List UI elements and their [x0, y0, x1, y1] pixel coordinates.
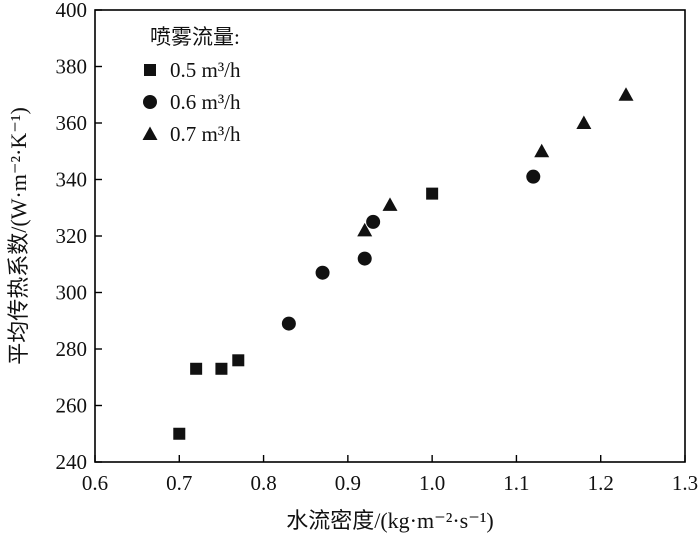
x-tick-label: 1.1 [503, 471, 529, 495]
x-tick-label: 1.0 [419, 471, 445, 495]
x-axis-title: 水流密度/(kg·m⁻²·s⁻¹) [286, 508, 494, 533]
x-tick-label: 0.6 [82, 471, 108, 495]
tick-labels: 0.6 0.7 0.8 0.9 1.0 1.1 1.2 1.3 240 260 280 300 320 3… [56, 0, 699, 495]
y-tick-label: 360 [56, 111, 88, 135]
legend-title: 喷雾流量: [150, 25, 240, 49]
legend-label: 0.6 m³/h [170, 90, 241, 114]
data-point-square [232, 354, 245, 367]
data-point-square [215, 362, 228, 375]
legend-marker-circle [143, 95, 157, 109]
data-point-circle [366, 214, 381, 229]
data-point-square [190, 362, 203, 375]
data-point-triangle [618, 87, 634, 101]
data-point-circle [526, 169, 541, 184]
data-point-circle [281, 316, 296, 331]
legend: 喷雾流量: 0.5 m³/h 0.6 m³/h 0.7 m³/h [142, 25, 241, 146]
x-tick-label: 0.8 [250, 471, 276, 495]
legend-marker-square [144, 64, 156, 76]
y-tick-label: 260 [56, 394, 88, 418]
y-tick-label: 280 [56, 337, 88, 361]
x-tick-label: 0.7 [166, 471, 192, 495]
data-point-circle [357, 251, 372, 266]
x-tick-label: 0.9 [335, 471, 361, 495]
legend-label: 0.5 m³/h [170, 58, 241, 82]
data-point-triangle [382, 197, 398, 211]
y-tick-label: 340 [56, 168, 88, 192]
y-tick-label: 300 [56, 281, 88, 305]
axis-ticks [94, 9, 686, 463]
y-tick-label: 320 [56, 224, 88, 248]
data-point-triangle [576, 115, 592, 129]
y-tick-label: 240 [56, 450, 88, 474]
x-tick-label: 1.2 [588, 471, 614, 495]
data-point-square [426, 187, 439, 200]
legend-marker-triangle [142, 126, 158, 140]
y-axis-title: 平均传热系数/(W·m⁻²·K⁻¹) [6, 107, 31, 365]
legend-label: 0.7 m³/h [170, 122, 241, 146]
data-point-triangle [357, 222, 373, 237]
x-tick-label: 1.3 [672, 471, 698, 495]
data-points [173, 87, 634, 440]
data-point-triangle [534, 143, 550, 158]
y-tick-label: 400 [56, 0, 88, 22]
data-point-circle [315, 265, 330, 280]
y-tick-label: 380 [56, 55, 88, 79]
data-point-square [173, 427, 186, 440]
